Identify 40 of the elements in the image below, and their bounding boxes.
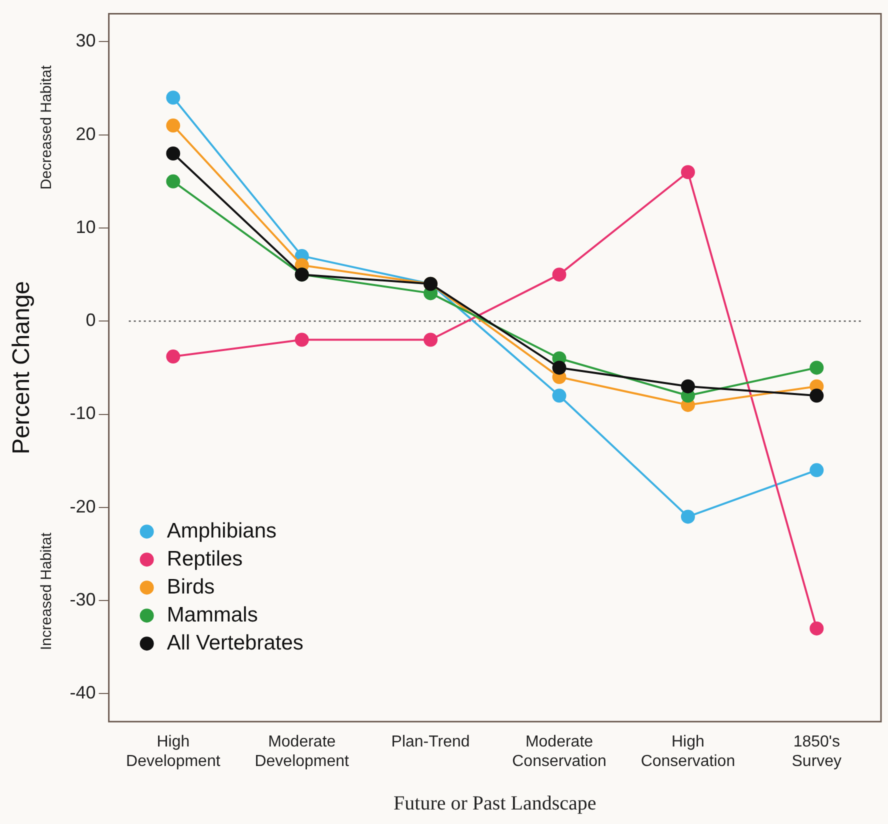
point	[810, 388, 824, 403]
y-tick-label: 0	[86, 310, 96, 330]
point	[294, 332, 309, 347]
text: Increased Habitat	[38, 532, 55, 650]
point	[552, 388, 566, 403]
legend-label: All Vertebrates	[166, 631, 304, 654]
point	[424, 332, 438, 347]
x-tick-label: High Conservation	[640, 734, 736, 770]
y-tick-label: -10	[70, 403, 96, 424]
x-tick-label: Plan-Trend	[391, 734, 470, 751]
legend-label: Reptiles	[166, 547, 243, 570]
y-tick-label: -40	[70, 682, 96, 703]
text: Decreased Habitat	[38, 64, 55, 190]
point	[680, 510, 695, 524]
point	[680, 165, 695, 180]
point	[552, 268, 566, 282]
x-tick-label: Moderate Development	[254, 734, 350, 770]
point	[166, 146, 180, 160]
point	[810, 360, 824, 375]
point	[166, 90, 180, 105]
x-tick-label: High Development	[126, 734, 221, 770]
legend-label: Amphibians	[166, 519, 277, 542]
y-tick-label: -20	[70, 496, 96, 516]
x-tick-label: 1850's Survey	[792, 734, 842, 770]
point	[166, 350, 180, 364]
y-axis-title: Percent Change	[8, 280, 36, 454]
point	[680, 379, 695, 394]
point	[810, 463, 824, 478]
point	[166, 174, 180, 188]
y-tick-label: 10	[76, 216, 96, 237]
x-axis-title: Future or Past Landscape	[394, 792, 596, 814]
x-tick-label: Moderate Conservation	[512, 734, 606, 770]
point	[552, 360, 566, 375]
legend-label: Birds	[166, 575, 215, 598]
y-tick-label: 30	[76, 30, 96, 51]
legend-label: Mammals	[166, 603, 258, 626]
point	[166, 118, 180, 133]
y-tick-label: -30	[70, 590, 96, 610]
y-tick-label: 20	[76, 124, 96, 144]
point	[810, 621, 824, 636]
